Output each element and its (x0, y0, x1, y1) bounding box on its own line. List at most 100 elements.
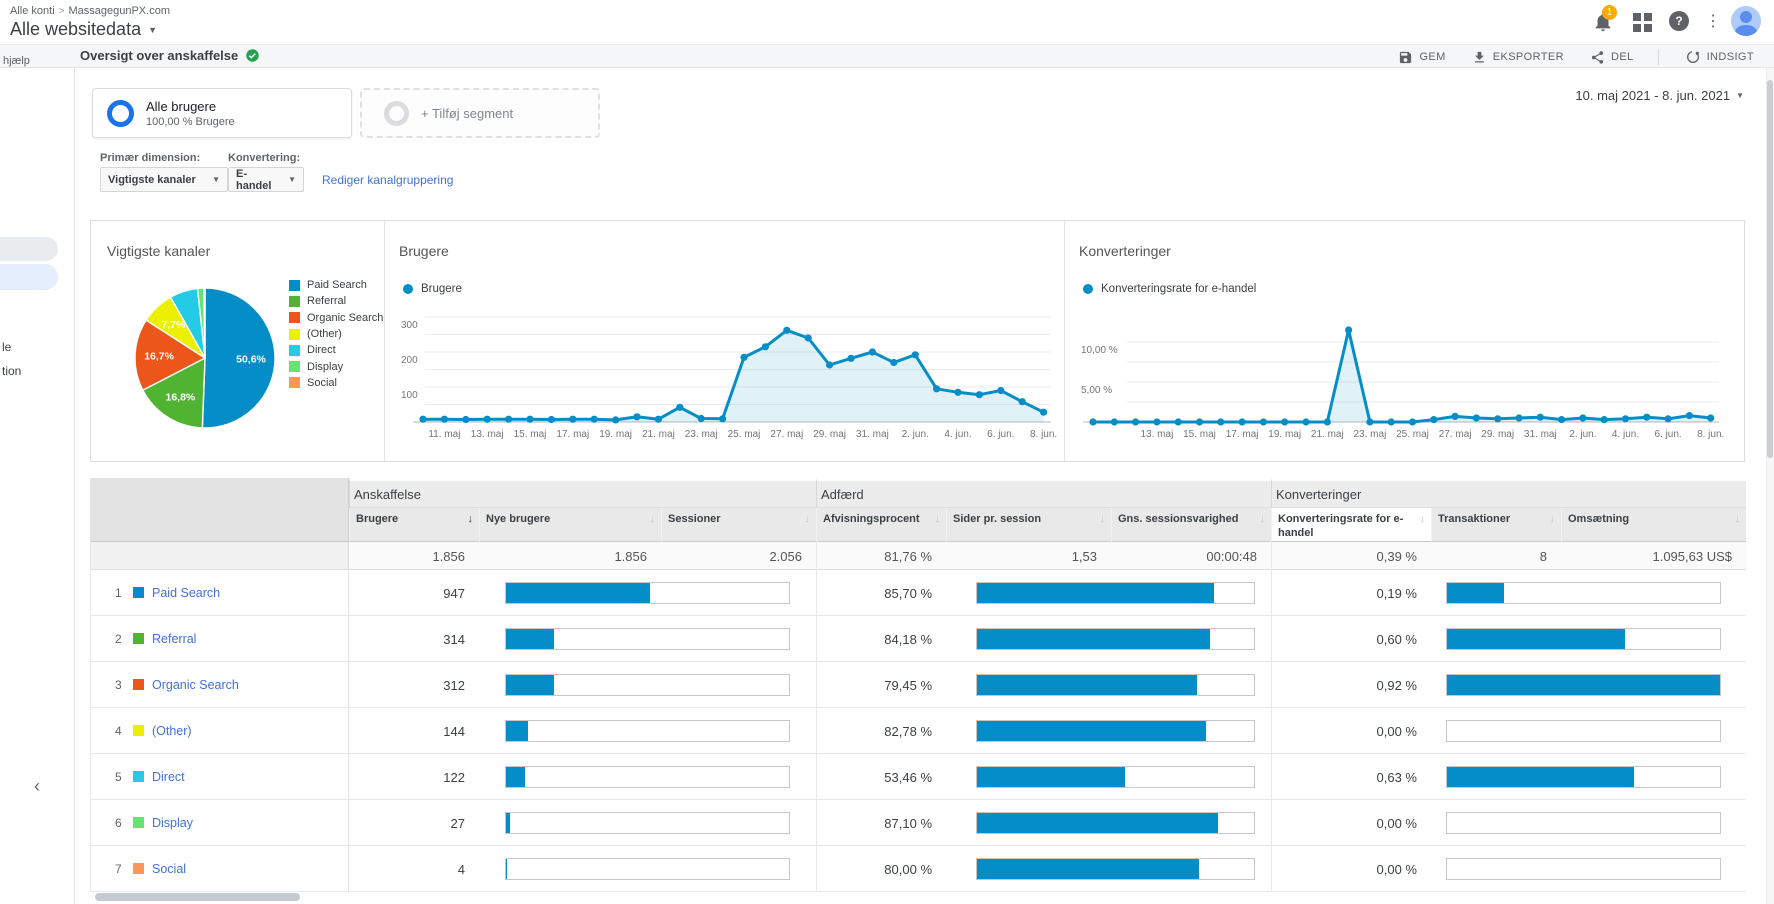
vertical-scrollbar[interactable] (1767, 80, 1773, 458)
pie-slice-label: 16,8% (166, 391, 196, 403)
legend-item[interactable]: Organic Search (289, 310, 383, 326)
bounce-rate-value: 80,00 % (816, 846, 946, 892)
nav-search-hint: hjælp (3, 55, 30, 67)
column-header-4[interactable]: Afvisningsprocent ↓ (816, 508, 946, 542)
bar-fill (977, 812, 1219, 833)
sort-arrow-icon[interactable]: ↓ (804, 513, 811, 525)
edit-channel-grouping-link[interactable]: Rediger kanalgruppering (322, 173, 454, 187)
bounce-bar (946, 754, 1271, 800)
legend-item[interactable]: Display (289, 358, 383, 374)
channel-link[interactable]: Paid Search (152, 585, 221, 600)
help-icon[interactable]: ? (1669, 11, 1691, 33)
bounce-rate-value: 84,18 % (816, 616, 946, 662)
bounce-rate-value: 79,45 % (816, 662, 946, 708)
sort-arrow-icon[interactable]: ↓ (649, 513, 656, 525)
column-header-3[interactable]: Sessioner ↓ (661, 508, 816, 542)
breadcrumb-accounts[interactable]: Alle konti (10, 5, 55, 17)
column-header-label: Gns. sessionsvarighed (1118, 513, 1239, 525)
users-bar (479, 708, 816, 754)
legend-item[interactable]: (Other) (289, 326, 383, 342)
conversion-rate-value: 0,00 % (1271, 846, 1431, 892)
date-range-selector[interactable]: 10. maj 2021 - 8. jun. 2021 ▼ (1575, 88, 1744, 103)
insight-button[interactable]: INDSIGT (1685, 49, 1754, 65)
bar-fill (1447, 766, 1634, 787)
save-icon (1400, 51, 1412, 63)
segment-detail: 100,00 % Brugere (146, 115, 235, 128)
nav-item-selected[interactable] (0, 264, 58, 290)
x-axis-label: 23. maj (685, 429, 718, 440)
share-button[interactable]: DEL (1590, 50, 1634, 65)
users-bar (479, 800, 816, 846)
column-header-6[interactable]: Gns. sessionsvarighed ↓ (1111, 508, 1271, 542)
more-menu-icon[interactable]: ⋮ (1705, 13, 1721, 30)
horizontal-scrollbar[interactable] (95, 893, 300, 901)
sort-arrow-icon[interactable]: ↓ (1099, 513, 1106, 525)
column-header-label: Brugere (356, 513, 399, 525)
column-header-8[interactable]: Transaktioner ↓ (1431, 508, 1561, 542)
nav-item-clipped-label[interactable]: tion (2, 364, 22, 378)
toolbar-divider (1657, 49, 1659, 65)
legend-item[interactable]: Social (289, 375, 383, 391)
legend-item[interactable]: Direct (289, 342, 383, 358)
pie-slice-label: 7,7% (161, 319, 186, 331)
channel-link[interactable]: Direct (152, 769, 185, 784)
channel-link[interactable]: (Other) (152, 723, 192, 738)
apps-grid-icon[interactable] (1633, 11, 1655, 33)
sort-arrow-icon[interactable]: ↓ (1259, 513, 1266, 525)
sort-arrow-icon[interactable]: ↓ (1419, 513, 1426, 525)
conversion-dropdown[interactable]: E-handel ▼ (228, 167, 304, 192)
conversion-rate-value: 0,00 % (1271, 800, 1431, 846)
bar-box (1446, 627, 1721, 650)
primary-dimension-dropdown[interactable]: Vigtigste kanaler ▼ (100, 167, 228, 192)
collapse-nav-chevron[interactable]: ‹ (34, 776, 40, 796)
breadcrumb-property[interactable]: MassagegunPX.com (68, 5, 170, 17)
users-value: 27 (349, 800, 479, 846)
export-button[interactable]: EKSPORTER (1472, 50, 1564, 65)
bar-box (505, 581, 790, 604)
data-point (547, 415, 555, 424)
segment-all-users[interactable]: Alle brugere 100,00 % Brugere (92, 88, 352, 138)
nav-item-clipped-label[interactable]: le (2, 340, 12, 354)
primary-dimension-value: Vigtigste kanaler (108, 173, 196, 186)
bar-fill (977, 674, 1198, 695)
data-point (1132, 418, 1140, 426)
column-header-1[interactable]: Brugere ↓ (349, 508, 479, 542)
channel-link[interactable]: Social (152, 861, 187, 876)
channel-link[interactable]: Organic Search (152, 677, 239, 692)
nav-item-highlight[interactable] (0, 237, 58, 261)
column-header-5[interactable]: Sider pr. session ↓ (946, 508, 1111, 542)
save-button[interactable]: GEM (1398, 50, 1445, 65)
totals-value: 1,53 (946, 542, 1111, 570)
sort-arrow-icon[interactable]: ↓ (934, 513, 941, 525)
legend-item[interactable]: Paid Search (289, 277, 383, 293)
property-selector[interactable]: Alle websitedata ▼ (10, 19, 157, 40)
column-header-2[interactable]: Nye brugere ↓ (479, 508, 661, 542)
channel-link[interactable]: Display (152, 815, 193, 830)
avatar[interactable] (1731, 6, 1761, 36)
column-header-label: Transaktioner (1438, 513, 1511, 525)
channel-swatch-icon (133, 587, 144, 598)
sort-arrow-icon[interactable]: ↓ (1549, 513, 1556, 525)
column-header-9[interactable]: Omsætning ↓ (1561, 508, 1746, 542)
users-value: 144 (349, 708, 479, 754)
users-bar (479, 754, 816, 800)
sort-arrow-icon[interactable]: ↓ (467, 513, 474, 525)
add-segment-button[interactable]: + Tilføj segment (360, 88, 600, 138)
download-icon (1474, 51, 1484, 62)
table-row-channel: 6 Display (91, 800, 349, 846)
panel-divider (1064, 221, 1065, 461)
bar-box (505, 857, 790, 880)
sort-arrow-icon[interactable]: ↓ (1734, 513, 1741, 525)
column-header-7[interactable]: Konverteringsrate for e-handel ↓ (1271, 508, 1431, 542)
data-point (933, 385, 941, 393)
channel-link[interactable]: Referral (152, 631, 197, 646)
x-axis-label: 25. maj (728, 429, 761, 440)
data-point (783, 326, 791, 334)
notifications-bell-icon[interactable]: 1 (1592, 5, 1617, 33)
data-point (911, 351, 919, 359)
legend-item[interactable]: Referral (289, 293, 383, 309)
table-row-channel: 1 Paid Search (91, 570, 349, 616)
totals-value: 2.056 (661, 542, 816, 570)
column-header-label: Nye brugere (486, 513, 551, 525)
